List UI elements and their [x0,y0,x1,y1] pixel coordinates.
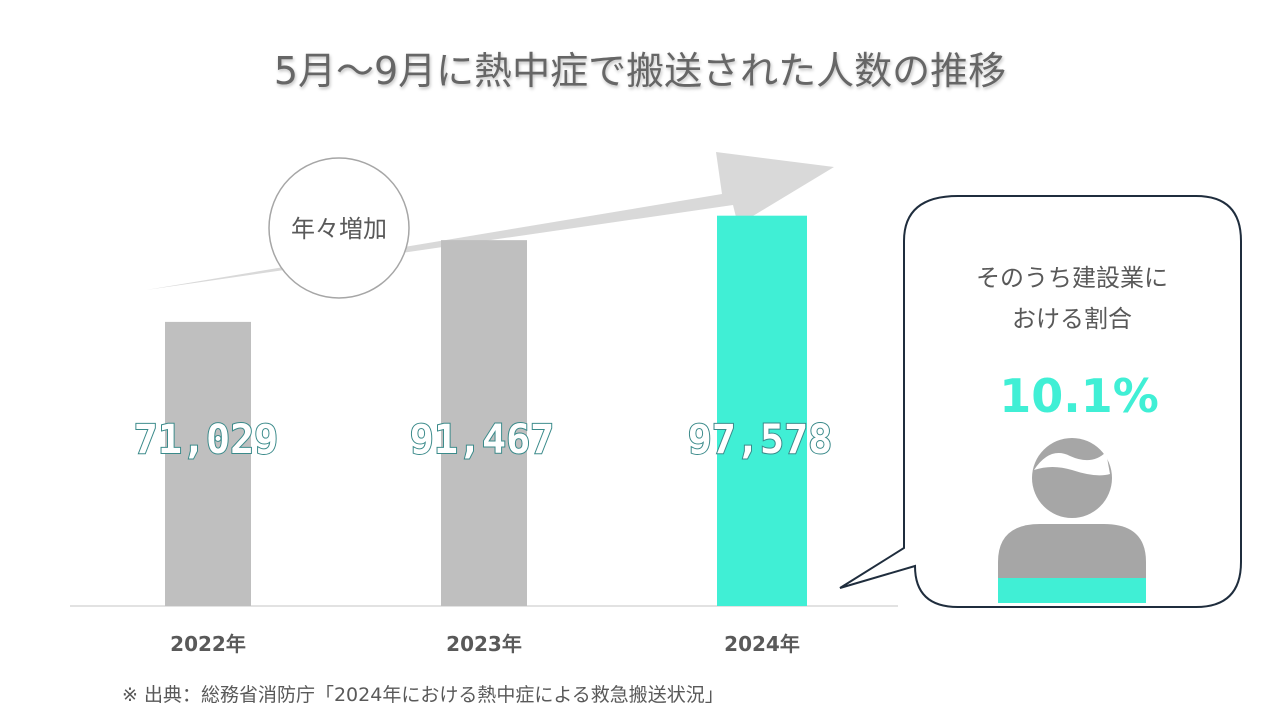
callout-line2: おける割合 [1012,305,1132,333]
bar-2 [717,215,807,607]
category-label-2: 2024年 [724,632,800,656]
bar-0 [165,321,251,606]
bar-value-label-2: 97,578 [688,417,833,463]
callout-line1: そのうち建設業に [976,264,1168,292]
trend-arrow [146,152,834,290]
callout-bubble [839,195,1242,608]
bar-value-label-0: 71,029 [134,417,279,463]
trend-badge-text: 年々増加 [291,215,387,243]
category-label-0: 2022年 [170,632,246,656]
callout-ratio: 10.1% [999,369,1159,423]
chart-title: 5月～9月に熱中症で搬送された人数の推移 [273,49,1007,93]
bars-group [165,215,807,607]
bar-1 [441,240,527,606]
source-note: ※ 出典：総務省消防庁「2024年における熱中症による救急搬送状況」 [122,684,724,706]
person-silhouette-icon [998,438,1146,603]
bar-value-label-1: 91,467 [410,417,555,463]
category-label-1: 2023年 [446,632,522,656]
year-labels-group: 2022年 2023年 2024年 [170,632,800,656]
value-labels-group: 71,029 91,467 97,578 [133,416,834,464]
trend-badge-circle [268,157,410,299]
